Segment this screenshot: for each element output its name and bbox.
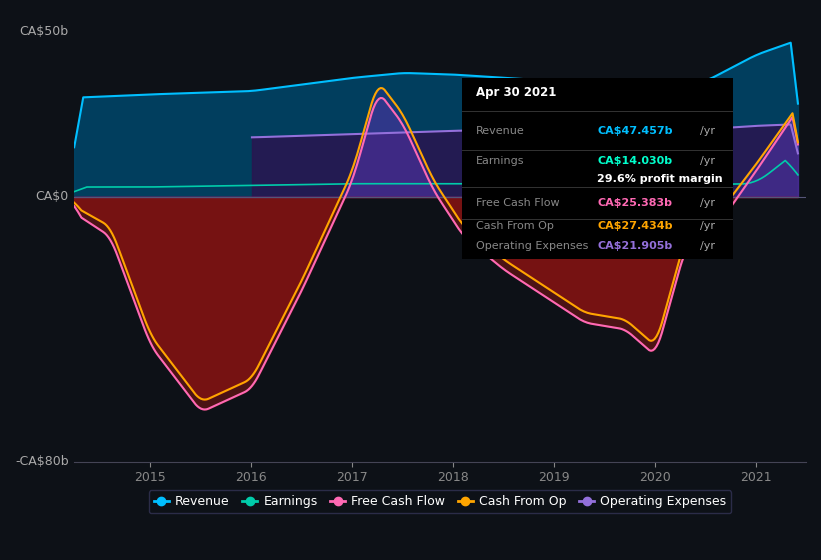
Text: Apr 30 2021: Apr 30 2021 (475, 86, 556, 99)
Text: CA$25.383b: CA$25.383b (598, 198, 672, 208)
Text: /yr: /yr (700, 241, 715, 251)
Text: Earnings: Earnings (475, 156, 524, 166)
Text: Cash From Op: Cash From Op (475, 222, 553, 231)
Text: /yr: /yr (700, 125, 715, 136)
Legend: Revenue, Earnings, Free Cash Flow, Cash From Op, Operating Expenses: Revenue, Earnings, Free Cash Flow, Cash … (149, 491, 732, 514)
Text: /yr: /yr (700, 198, 715, 208)
Text: CA$0: CA$0 (35, 190, 69, 203)
Text: CA$27.434b: CA$27.434b (598, 222, 673, 231)
Text: Free Cash Flow: Free Cash Flow (475, 198, 559, 208)
Text: CA$47.457b: CA$47.457b (598, 125, 673, 136)
Text: -CA$80b: -CA$80b (15, 455, 69, 468)
Text: CA$21.905b: CA$21.905b (598, 241, 672, 251)
Text: /yr: /yr (700, 156, 715, 166)
Text: Operating Expenses: Operating Expenses (475, 241, 588, 251)
Text: CA$14.030b: CA$14.030b (598, 156, 672, 166)
Text: 29.6% profit margin: 29.6% profit margin (598, 174, 723, 184)
Text: CA$50b: CA$50b (20, 25, 69, 38)
Text: Revenue: Revenue (475, 125, 525, 136)
Text: /yr: /yr (700, 222, 715, 231)
